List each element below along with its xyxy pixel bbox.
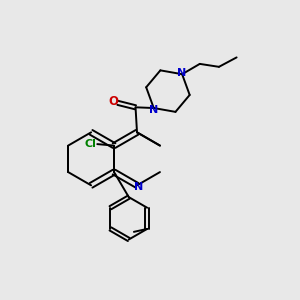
Text: Cl: Cl — [85, 139, 96, 149]
Text: N: N — [149, 104, 158, 115]
Text: N: N — [134, 182, 144, 192]
Text: O: O — [109, 95, 118, 108]
Text: N: N — [178, 68, 187, 78]
